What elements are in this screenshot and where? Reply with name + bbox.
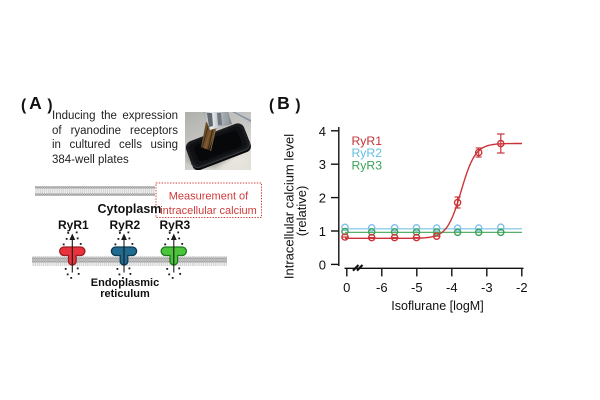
svg-text:3: 3 (319, 157, 326, 172)
svg-text:RyR1: RyR1 (352, 134, 383, 148)
svg-text:RyR2: RyR2 (352, 146, 383, 160)
svg-text:(relative): (relative) (294, 186, 309, 237)
svg-text:Isoflurane [logM]: Isoflurane [logM] (391, 299, 483, 313)
svg-text:0: 0 (319, 257, 326, 272)
svg-text:-4: -4 (446, 280, 458, 295)
svg-text:2: 2 (319, 191, 326, 206)
svg-text:-6: -6 (376, 280, 388, 295)
svg-text:-5: -5 (411, 280, 423, 295)
svg-text:Measurement of: Measurement of (169, 191, 249, 203)
svg-text:intracellular calcium: intracellular calcium (160, 205, 257, 217)
svg-text:4: 4 (319, 124, 326, 139)
svg-text:RyR3: RyR3 (352, 158, 383, 172)
svg-text:0: 0 (343, 280, 350, 295)
svg-text:-3: -3 (481, 280, 493, 295)
svg-text:-2: -2 (516, 280, 528, 295)
svg-text:Intracellular calcium level: Intracellular calcium level (282, 134, 297, 279)
svg-text:1: 1 (319, 224, 326, 239)
